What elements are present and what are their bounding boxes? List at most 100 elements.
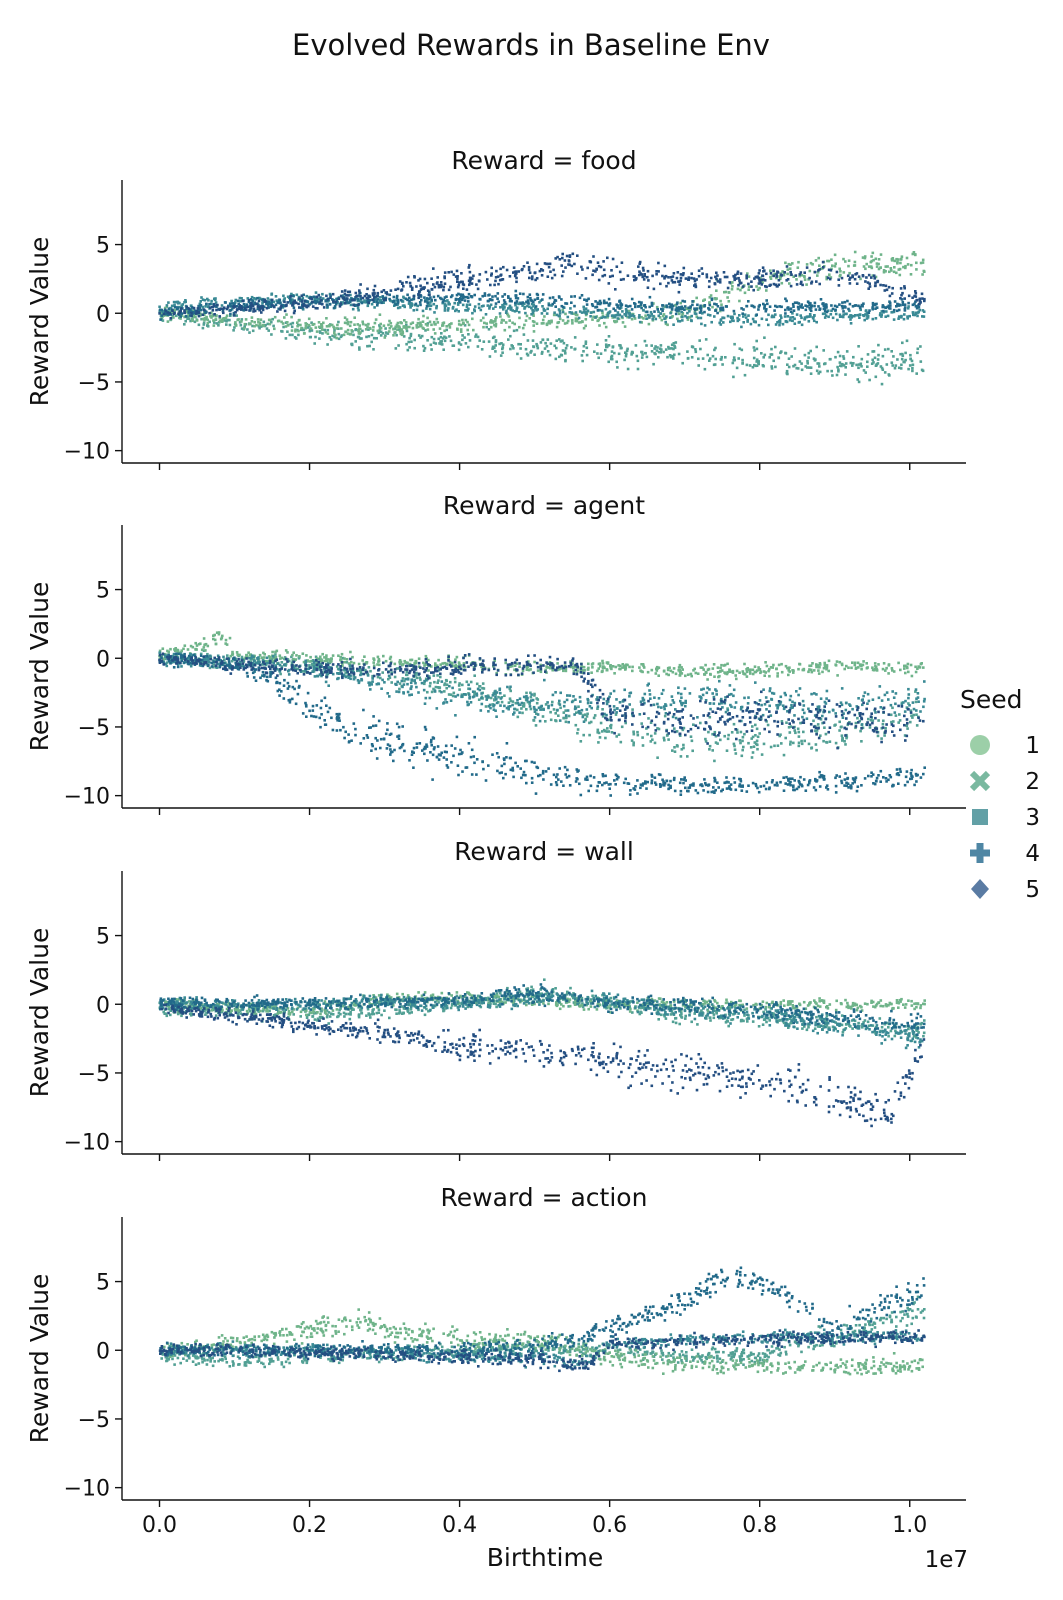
data-point [590,303,594,306]
data-point [499,306,502,309]
data-point [844,362,848,365]
data-point [562,711,566,714]
data-point [561,252,564,256]
data-point [840,687,844,690]
data-point [321,652,324,656]
data-point [553,273,557,277]
data-point [396,306,400,310]
data-point [174,647,177,650]
data-point [461,303,465,307]
data-point [507,707,510,711]
data-point [903,285,906,288]
data-point [292,300,295,304]
data-point [562,270,565,273]
data-point [284,662,288,666]
data-point [803,278,807,281]
data-point [501,343,505,346]
data-point [399,298,403,302]
data-point [885,691,889,694]
data-point [751,672,755,676]
data-point [564,669,568,673]
data-point [228,302,232,305]
data-point [471,311,474,315]
data-point [830,258,833,261]
data-point [765,299,768,302]
data-point [727,693,731,696]
data-point [835,270,839,274]
data-point [592,310,596,314]
data-point [702,668,705,671]
data-point [800,274,804,277]
data-point [590,671,593,674]
data-point [328,292,332,296]
data-point [439,675,442,679]
data-point [416,325,420,329]
data-point [630,317,634,321]
data-point [922,666,925,669]
data-point [831,264,834,267]
data-point [681,361,684,365]
data-point [799,271,803,274]
data-point [656,756,659,759]
data-point [749,668,752,671]
data-point [840,304,844,308]
data-point [166,311,170,314]
data-point [375,298,378,302]
data-point [850,666,853,670]
data-point [772,692,776,695]
data-point [810,670,814,674]
data-point [358,668,362,671]
data-point [238,307,241,310]
data-point [249,305,253,308]
data-point [628,314,631,318]
data-point [774,283,777,287]
data-point [428,684,432,688]
data-point [187,315,190,319]
data-point [669,311,672,315]
data-point [677,319,680,323]
data-point [226,654,229,657]
data-point [165,661,169,664]
data-point [424,654,428,658]
scatter-points [158,250,926,386]
data-point [560,264,563,267]
data-point [876,734,880,738]
data-point [864,309,868,313]
data-point [346,297,349,300]
data-point [747,285,751,288]
data-point [529,351,532,354]
data-point [908,704,911,707]
data-point [467,345,470,349]
data-point [919,662,923,666]
data-point [361,320,364,324]
data-point [673,727,676,730]
data-point [185,307,188,311]
data-point [432,295,436,299]
data-point [532,345,536,349]
data-point [783,315,787,318]
data-point [313,298,316,301]
data-point [688,310,691,313]
data-point [800,323,804,327]
data-point [905,706,909,709]
data-point [682,746,685,750]
data-point [478,339,481,342]
data-point [736,287,740,291]
data-point [314,655,318,659]
data-point [681,314,684,317]
data-point [647,313,650,317]
data-point [478,297,481,301]
data-point [730,287,734,291]
data-point [503,306,506,309]
data-point [689,672,693,676]
y-tick-label: 0 [96,302,110,327]
data-point [581,320,584,324]
data-point [291,304,294,307]
data-point [892,696,896,699]
data-point [472,328,475,332]
data-point [201,661,204,664]
data-point [405,325,408,329]
data-point [561,339,564,342]
data-point [642,664,645,668]
data-point [476,345,480,348]
